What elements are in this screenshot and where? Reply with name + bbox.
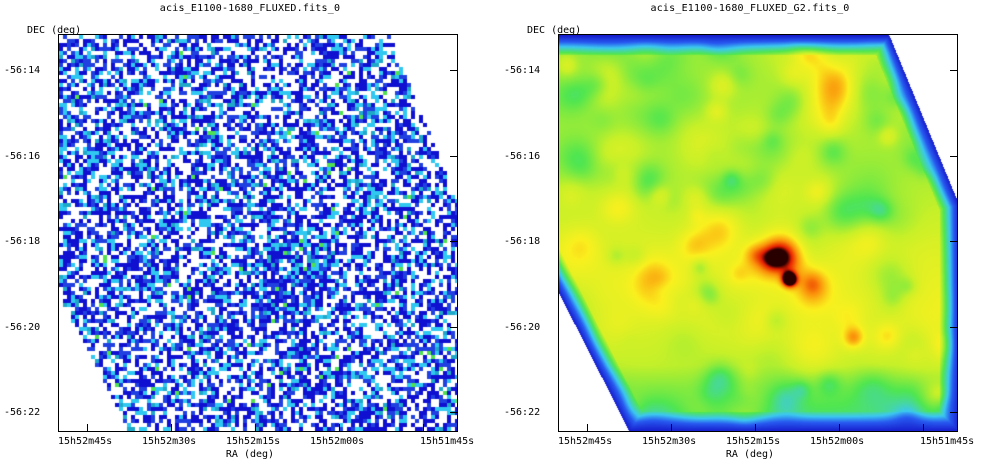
left-y-tick: -56:18 (4, 236, 41, 247)
right-y-tickmark (950, 70, 958, 71)
left-y-tick: -56:16 (4, 151, 41, 162)
left-image-canvas[interactable] (59, 35, 457, 431)
right-y-tick: -56:18 (504, 236, 541, 247)
right-image-canvas[interactable] (559, 35, 957, 431)
right-x-tickmark (755, 424, 756, 432)
left-image-panel: acis_E1100-1680_FLUXED.fits_0 DEC (deg) … (4, 3, 475, 460)
left-x-axis-label: RA (deg) (225, 449, 275, 460)
right-y-tickmark (950, 327, 958, 328)
left-x-tick: 15h52m15s (226, 436, 281, 447)
right-x-tickmark (839, 424, 840, 432)
right-y-tick: -56:14 (504, 65, 541, 76)
left-panel-title: acis_E1100-1680_FLUXED.fits_0 (159, 3, 341, 14)
left-x-tickmark (339, 424, 340, 432)
right-x-tickmark (587, 424, 588, 432)
left-x-tickmark (255, 424, 256, 432)
left-x-tick: 15h52m45s (58, 436, 113, 447)
right-y-tickmark (950, 241, 958, 242)
left-y-tick: -56:14 (4, 65, 41, 76)
right-y-tickmark (950, 156, 958, 157)
right-x-axis-label: RA (deg) (725, 449, 775, 460)
right-y-tick: -56:16 (504, 151, 541, 162)
right-x-tick: 15h52m45s (558, 436, 613, 447)
right-y-tick: -56:22 (504, 407, 541, 418)
left-x-tick: 15h52m00s (310, 436, 365, 447)
left-y-axis-label: DEC (deg) (27, 25, 82, 36)
left-y-tickmark (450, 241, 458, 242)
left-x-tick: 15h51m45s (420, 436, 475, 447)
right-y-tick: -56:20 (504, 322, 541, 333)
left-y-tickmark (450, 327, 458, 328)
right-panel-title: acis_E1100-1680_FLUXED_G2.fits_0 (650, 3, 850, 14)
right-image-panel: acis_E1100-1680_FLUXED_G2.fits_0 DEC (de… (500, 0, 1000, 468)
right-image-area[interactable] (558, 34, 958, 432)
left-y-tickmark (450, 70, 458, 71)
left-image-area[interactable] (58, 34, 458, 432)
right-x-tick: 15h51m45s (920, 436, 975, 447)
left-x-tickmark (87, 424, 88, 432)
right-x-tickmark (671, 424, 672, 432)
left-y-tickmark (450, 156, 458, 157)
right-x-tick: 15h52m00s (810, 436, 865, 447)
left-y-tickmark (450, 412, 458, 413)
left-x-tickmark (171, 424, 172, 432)
left-y-tick: -56:22 (4, 407, 41, 418)
left-x-tick: 15h52m30s (142, 436, 197, 447)
left-y-tick: -56:20 (4, 322, 41, 333)
right-x-tick: 15h52m30s (642, 436, 697, 447)
left-x-tickmark (423, 424, 424, 432)
right-x-tickmark (923, 424, 924, 432)
right-y-tickmark (950, 412, 958, 413)
right-y-axis-label: DEC (deg) (527, 25, 582, 36)
right-x-tick: 15h52m15s (726, 436, 781, 447)
